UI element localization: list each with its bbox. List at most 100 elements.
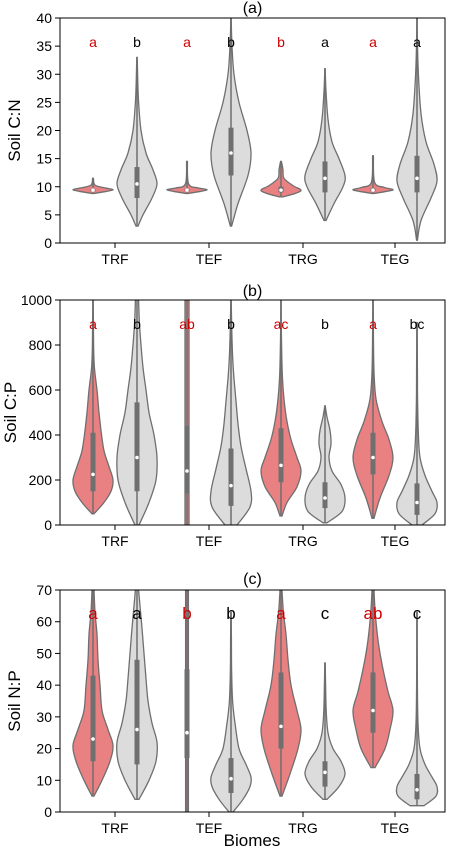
- x-axis-label: Biomes: [224, 831, 281, 850]
- violin-median: [229, 483, 233, 488]
- violin-median: [135, 182, 139, 186]
- violin-median: [185, 188, 189, 192]
- violin-iqr-box: [90, 432, 96, 492]
- x-tick-label: TEF: [196, 251, 222, 267]
- significance-letter: ac: [274, 316, 289, 332]
- significance-letter: b: [227, 316, 235, 332]
- y-tick-label: 5: [44, 207, 52, 223]
- significance-letter: b: [277, 34, 285, 50]
- violin-iqr-box: [278, 428, 284, 483]
- y-tick-label: 200: [29, 472, 53, 488]
- y-tick-label: 50: [36, 645, 52, 661]
- x-tick-label: TRG: [288, 251, 318, 267]
- y-tick-label: 15: [36, 151, 52, 167]
- violin-median: [323, 496, 327, 500]
- violin-median: [91, 472, 95, 477]
- plot-frame: [59, 299, 446, 526]
- significance-letter: c: [413, 604, 422, 623]
- violin-median: [279, 463, 283, 468]
- significance-letter: a: [183, 34, 191, 50]
- panel-title: (a): [243, 0, 263, 17]
- violin-iqr-box: [134, 402, 140, 492]
- violin-iqr-box: [414, 773, 420, 800]
- violin-iqr-box: [184, 669, 190, 759]
- x-tick-label: TEG: [381, 251, 410, 267]
- violin-median: [371, 708, 375, 713]
- violin-median: [185, 730, 189, 735]
- violin-iqr-box: [278, 672, 284, 749]
- violin-median: [279, 188, 283, 192]
- violin-iqr-box: [414, 155, 420, 193]
- violin-iqr-box: [90, 675, 96, 762]
- significance-letter: a: [369, 316, 377, 332]
- y-tick-label: 1000: [21, 292, 52, 308]
- violin-median: [279, 724, 283, 729]
- violin-iqr-box: [370, 432, 376, 475]
- significance-letter: b: [133, 316, 141, 332]
- violin-median: [415, 788, 419, 792]
- y-tick-label: 40: [36, 677, 52, 693]
- violin-median: [323, 176, 327, 181]
- violin-median: [229, 151, 233, 155]
- y-tick-label: 600: [29, 382, 53, 398]
- y-tick-label: 0: [44, 517, 52, 533]
- x-tick-label: TRF: [101, 820, 128, 836]
- violin-iqr-box: [228, 758, 234, 793]
- violin-iqr-box: [414, 483, 420, 515]
- y-tick-label: 40: [36, 10, 52, 26]
- violin-median: [323, 770, 327, 775]
- significance-letter: b: [133, 34, 141, 50]
- x-tick-label: TEF: [196, 820, 222, 836]
- y-tick-label: 30: [36, 66, 52, 82]
- significance-letter: a: [369, 34, 377, 50]
- panel-title: (c): [243, 571, 262, 588]
- y-tick-label: 20: [36, 741, 52, 757]
- x-tick-label: TRG: [288, 820, 318, 836]
- y-tick-label: 60: [36, 614, 52, 630]
- significance-letter: b: [227, 34, 235, 50]
- violin-median: [91, 188, 95, 192]
- violin-median: [135, 727, 139, 732]
- y-tick-label: 10: [36, 179, 52, 195]
- violin-iqr-box: [322, 482, 328, 509]
- significance-letter: b: [226, 604, 235, 623]
- violin-iqr-box: [134, 659, 140, 765]
- violin-iqr-box: [370, 672, 376, 733]
- violin-median: [135, 455, 139, 460]
- significance-letter: c: [321, 604, 330, 623]
- violin-median: [229, 776, 233, 781]
- violin-iqr-box: [228, 448, 234, 506]
- panel-title: (b): [243, 283, 263, 300]
- violin-median: [371, 188, 375, 192]
- significance-letter: a: [276, 604, 286, 623]
- violin-median: [415, 176, 419, 181]
- y-tick-label: 400: [29, 427, 53, 443]
- significance-letter: a: [132, 604, 142, 623]
- x-tick-label: TEG: [381, 820, 410, 836]
- significance-letter: b: [321, 316, 329, 332]
- significance-letter: ab: [179, 316, 195, 332]
- y-tick-label: 20: [36, 123, 52, 139]
- y-axis-label: Soil N:P: [5, 670, 24, 731]
- y-tick-label: 10: [36, 772, 52, 788]
- x-tick-label: TRF: [101, 533, 128, 549]
- plot-frame: [59, 589, 446, 813]
- y-tick-label: 25: [36, 94, 52, 110]
- x-tick-label: TEG: [381, 533, 410, 549]
- significance-letter: a: [321, 34, 329, 50]
- violins: [72, 18, 438, 241]
- y-tick-label: 0: [44, 235, 52, 251]
- violin-iqr-box: [184, 426, 190, 494]
- panel-1: (a) Soil C:N 0 5 10 15 20 25 30 35 40 a a b a b b a a TRF TE…: [5, 0, 446, 267]
- x-tick-label: TEF: [196, 533, 222, 549]
- violin-median: [185, 469, 189, 473]
- x-tick-label: TRG: [288, 533, 318, 549]
- y-tick-label: 35: [36, 38, 52, 54]
- significance-letter: a: [89, 316, 97, 332]
- significance-letter: bc: [410, 316, 425, 332]
- y-tick-label: 70: [36, 582, 52, 598]
- significance-letter: b: [182, 604, 191, 623]
